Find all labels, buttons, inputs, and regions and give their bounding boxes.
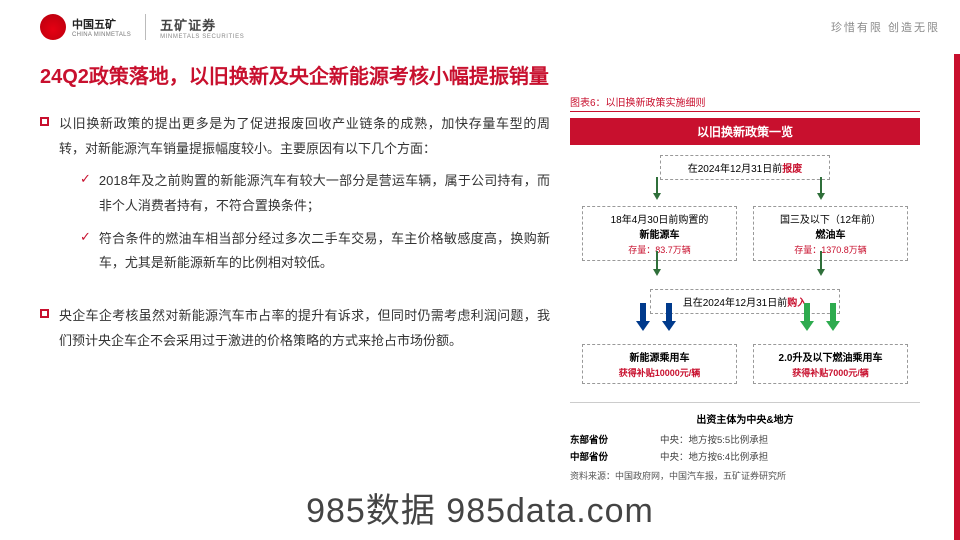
fund-region-0: 东部省份 [570, 432, 660, 446]
arrow-blue-icon [640, 303, 650, 331]
paragraph-1-text: 以旧换新政策的提出更多是为了促进报废回收产业链条的成熟，加快存量车型的周转，对新… [59, 112, 550, 161]
chart-title-bar: 以旧换新政策一览 [570, 118, 920, 145]
logo-block: 中国五矿 CHINA MINMETALS 五矿证券 MINMETALS SECU… [40, 14, 244, 40]
arrow-icon [820, 251, 825, 276]
watermark: 985数据 985data.com [306, 483, 654, 532]
flow-top-box: 在2024年12月31日前报废 [660, 155, 830, 180]
broker-name-block: 五矿证券 MINMETALS SECURITIES [160, 15, 244, 40]
divider [145, 14, 146, 40]
sub-item-2: 符合条件的燃油车相当部分经过多次二手车交易，车主价格敏感度高，换购新车，尤其是新… [99, 227, 550, 276]
flow-br-box: 2.0升及以下燃油乘用车 获得补贴7000元/辆 [753, 344, 908, 384]
right-column: 图表6：以旧换新政策实施细则 以旧换新政策一览 在2024年12月31日前报废 … [570, 94, 920, 482]
table-row: 东部省份 中央：地方按5:5比例承担 [570, 432, 920, 446]
check-icon: ✓ [80, 171, 91, 218]
paragraph-1: 以旧换新政策的提出更多是为了促进报废回收产业链条的成熟，加快存量车型的周转，对新… [40, 112, 550, 161]
left-column: 以旧换新政策的提出更多是为了促进报废回收产业链条的成熟，加快存量车型的周转，对新… [40, 94, 570, 482]
list-item: ✓ 2018年及之前购置的新能源汽车有较大一部分是营运车辆，属于公司持有，而非个… [80, 169, 550, 218]
arrow-icon [656, 251, 661, 276]
sub-list: ✓ 2018年及之前购置的新能源汽车有较大一部分是营运车辆，属于公司持有，而非个… [80, 169, 550, 276]
tagline: 珍惜有限 创造无限 [831, 19, 940, 35]
group-name-en: CHINA MINMETALS [72, 32, 131, 38]
accent-bar [954, 54, 960, 540]
table-row: 中部省份 中央：地方按6:4比例承担 [570, 449, 920, 463]
flowchart: 在2024年12月31日前报废 18年4月30日前购置的 新能源车 存量：83.… [570, 145, 920, 390]
logo-icon [40, 14, 66, 40]
flow-right-l1: 国三及以下（12年前） [760, 211, 901, 226]
bullet-icon [40, 117, 49, 126]
flow-right-stock: 存量：1370.8万辆 [760, 243, 901, 256]
arrow-icon [656, 177, 661, 200]
list-item: ✓ 符合条件的燃油车相当部分经过多次二手车交易，车主价格敏感度高，换购新车，尤其… [80, 227, 550, 276]
group-name-ch: 中国五矿 [72, 16, 131, 32]
slide: 中国五矿 CHINA MINMETALS 五矿证券 MINMETALS SECU… [0, 0, 960, 540]
flow-bl-label: 新能源乘用车 [589, 349, 730, 364]
bullet-icon [40, 309, 49, 318]
flow-left-l1: 18年4月30日前购置的 [589, 211, 730, 226]
flow-br-label: 2.0升及以下燃油乘用车 [760, 349, 901, 364]
arrow-blue-icon [666, 303, 676, 331]
flow-bl-box: 新能源乘用车 获得补贴10000元/辆 [582, 344, 737, 384]
arrow-icon [820, 177, 825, 200]
page-title: 24Q2政策落地，以旧换新及央企新能源考核小幅提振销量 [40, 64, 940, 90]
flow-top-hl: 报废 [782, 164, 802, 175]
header: 中国五矿 CHINA MINMETALS 五矿证券 MINMETALS SECU… [40, 10, 940, 44]
flow-right-box: 国三及以下（12年前） 燃油车 存量：1370.8万辆 [753, 206, 908, 261]
funding-title: 出资主体为中央&地方 [570, 411, 920, 426]
chart-caption: 图表6：以旧换新政策实施细则 [570, 94, 920, 112]
flow-br-sub: 获得补贴7000元/辆 [760, 366, 901, 379]
sub-item-1: 2018年及之前购置的新能源汽车有较大一部分是营运车辆，属于公司持有，而非个人消… [99, 169, 550, 218]
paragraph-2-text: 央企车企考核虽然对新能源汽车市占率的提升有诉求，但同时仍需考虑利润问题，我们预计… [59, 304, 550, 353]
paragraph-2: 央企车企考核虽然对新能源汽车市占率的提升有诉求，但同时仍需考虑利润问题，我们预计… [40, 304, 550, 353]
broker-name-en: MINMETALS SECURITIES [160, 34, 244, 40]
arrow-green-icon [804, 303, 814, 331]
flow-right-l2: 燃油车 [760, 226, 901, 241]
broker-name-ch: 五矿证券 [160, 15, 244, 34]
check-icon: ✓ [80, 229, 91, 276]
flow-mid-pre: 且在2024年12月31日前 [683, 298, 788, 309]
fund-val-0: 中央：地方按5:5比例承担 [660, 432, 920, 446]
group-name-block: 中国五矿 CHINA MINMETALS [72, 16, 131, 38]
flow-top-pre: 在2024年12月31日前 [688, 164, 783, 175]
fund-val-1: 中央：地方按6:4比例承担 [660, 449, 920, 463]
divider [570, 402, 920, 403]
flow-bl-sub: 获得补贴10000元/辆 [589, 366, 730, 379]
arrow-green-icon [830, 303, 840, 331]
flow-left-l2: 新能源车 [589, 226, 730, 241]
fund-region-1: 中部省份 [570, 449, 660, 463]
source-text: 资料来源：中国政府网，中国汽车报，五矿证券研究所 [570, 469, 920, 482]
